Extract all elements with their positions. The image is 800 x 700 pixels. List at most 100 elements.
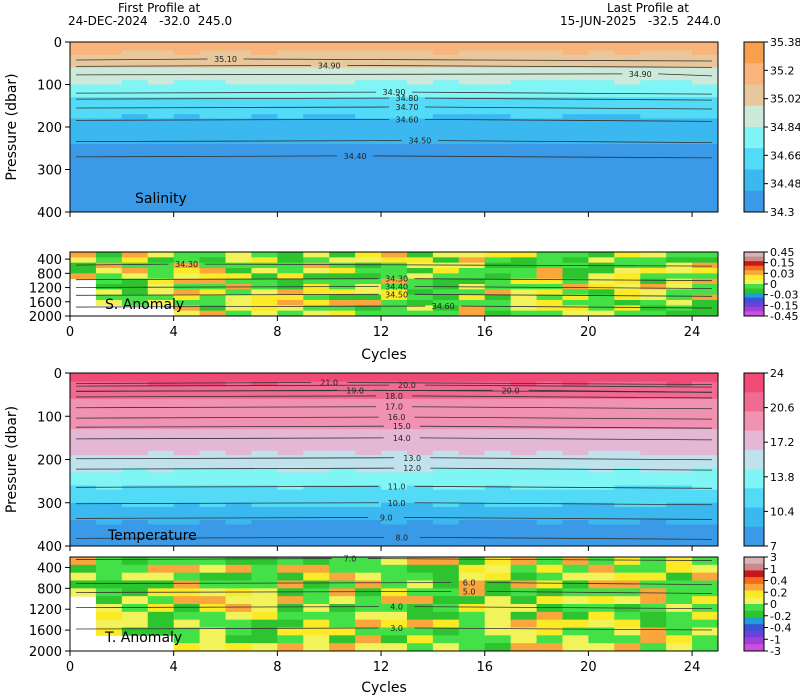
contour-label: 19.0 [346, 386, 364, 395]
field-cell [640, 403, 667, 409]
field-cell [432, 485, 460, 491]
field-cell [432, 278, 460, 285]
field-cell [355, 186, 382, 192]
contour-line [75, 485, 379, 488]
field-cell [329, 252, 356, 258]
field-cell [484, 182, 512, 187]
contour-line [75, 591, 452, 593]
field-cell [458, 97, 486, 102]
field-cell [536, 139, 563, 145]
field-cell [406, 50, 434, 56]
field-cell [484, 97, 512, 102]
field-cell [199, 97, 227, 102]
field-cell [640, 557, 667, 566]
field-cell [562, 300, 589, 306]
field-cell [536, 643, 563, 652]
field-cell [199, 139, 227, 145]
field-cell [251, 59, 278, 64]
field-cell [147, 450, 175, 456]
field-cell [95, 131, 123, 136]
field-cell [277, 424, 304, 430]
field-cell [484, 199, 512, 204]
field-cell [355, 300, 382, 306]
plot-frame [69, 251, 719, 317]
field-cell [458, 122, 486, 128]
field-cell [355, 310, 382, 317]
field-cell [510, 195, 538, 200]
field-cell [225, 289, 252, 296]
field-cell [355, 182, 382, 187]
field-cell [640, 420, 667, 426]
field-cell [536, 300, 563, 306]
field-cell [355, 442, 382, 448]
field-cell [432, 557, 460, 566]
field-cell [303, 195, 330, 200]
field-cell [121, 122, 149, 128]
field-cell [251, 300, 278, 306]
field-cell [121, 190, 149, 196]
field-cell [251, 381, 278, 387]
field-cell [588, 252, 615, 258]
field-cell [484, 442, 512, 448]
field-cell [692, 528, 719, 534]
field-cell [614, 635, 641, 644]
field-cell [536, 481, 563, 486]
field-cell [70, 110, 97, 115]
contour-label: 15.0 [393, 422, 411, 431]
field-cell [277, 278, 304, 285]
field-cell [406, 498, 434, 504]
field-cell [95, 507, 123, 512]
field-cell [355, 420, 382, 426]
field-cell [458, 46, 486, 51]
field-cell [199, 294, 227, 301]
field-cell [70, 528, 97, 534]
field-cell [251, 178, 278, 183]
field-cell [173, 502, 201, 508]
field-cell [303, 463, 330, 469]
field-cell [562, 305, 589, 312]
field-cell [536, 411, 563, 417]
field-cell [329, 80, 356, 85]
field-cell [458, 437, 486, 443]
field-cell [173, 169, 201, 175]
colorbar-tick-label: 34.48 [770, 178, 800, 191]
field-cell [173, 84, 201, 90]
field-cell [199, 278, 227, 285]
field-cell [329, 588, 356, 597]
field-cell [640, 310, 667, 317]
field-cell [329, 195, 356, 200]
field-cell [70, 80, 97, 85]
field-cell [303, 420, 330, 426]
field-cell [329, 46, 356, 51]
field-cell [70, 373, 97, 378]
field-cell [147, 481, 175, 486]
field-cell [303, 169, 330, 175]
field-cell [251, 481, 278, 486]
field-cell [329, 507, 356, 512]
field-cell [484, 139, 512, 145]
field-cell [303, 450, 330, 456]
field-cell [277, 118, 304, 124]
colorbar-swatch [744, 265, 764, 271]
field-cell [95, 178, 123, 183]
field-cell [588, 59, 615, 64]
field-cell [147, 611, 175, 621]
field-cell [640, 446, 667, 452]
field-cell [666, 420, 693, 426]
field-cell [95, 110, 123, 115]
field-cell [510, 101, 538, 107]
field-cell [173, 42, 201, 47]
field-cell [225, 481, 252, 486]
field-cell [692, 127, 719, 132]
field-cell [381, 498, 408, 504]
field-cell [147, 131, 175, 136]
field-cell [640, 515, 667, 521]
field-cell [458, 489, 486, 495]
field-cell [329, 114, 356, 119]
field-cell [225, 498, 252, 504]
field-cell [381, 268, 408, 274]
field-cell [666, 489, 693, 495]
field-cell [303, 580, 330, 589]
field-cell [666, 169, 693, 175]
field-cell [666, 252, 693, 258]
